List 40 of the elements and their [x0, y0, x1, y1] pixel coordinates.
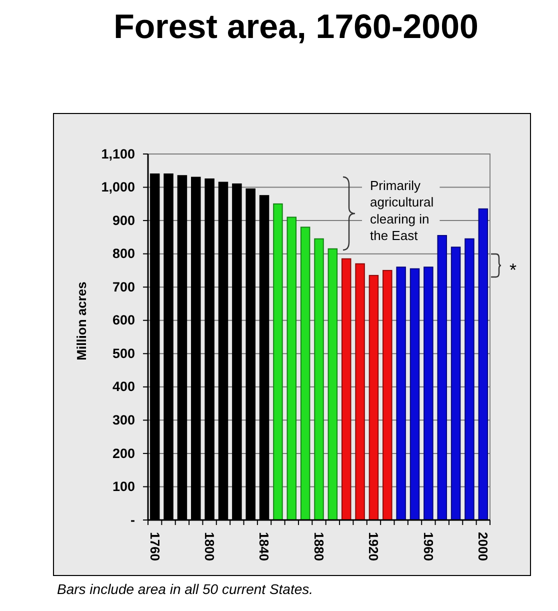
bar [396, 266, 406, 520]
y-tick-label: 1,000 [101, 180, 135, 195]
bar [382, 270, 392, 520]
bar [464, 238, 474, 520]
bar [355, 263, 365, 520]
chart-title: Forest area, 1760-2000 [114, 8, 478, 46]
bar [410, 268, 420, 520]
x-tick-label: 1800 [202, 532, 218, 561]
y-tick-label: 100 [112, 479, 135, 494]
text: * [509, 260, 517, 280]
y-tick-label: 1,100 [101, 146, 135, 162]
y-tick-label: 700 [112, 279, 135, 294]
y-tick-label: - [130, 512, 135, 528]
y-tick-label: 300 [112, 412, 135, 428]
bar [328, 248, 338, 520]
bar [300, 226, 310, 520]
bar [424, 266, 434, 520]
x-tick-label: 1880 [311, 532, 326, 561]
x-tick-label: 1760 [147, 532, 162, 561]
x-tick-label: 1960 [420, 532, 436, 561]
text: Bars include area in all 50 current States. [57, 581, 314, 597]
bar [368, 274, 379, 520]
y-tick-label: 400 [112, 379, 135, 394]
y-tick-label: 900 [112, 212, 135, 228]
y-tick-label: 600 [112, 312, 135, 328]
x-tick-label: 2000 [476, 532, 491, 561]
x-tick-label: 1840 [256, 532, 272, 561]
annotation: Primarily agricultural clearing in the East [370, 178, 434, 244]
y-tick-label: 200 [112, 446, 135, 461]
bar [273, 203, 283, 520]
y-axis-title: Million acres [74, 282, 89, 360]
y-tick-label: 500 [112, 346, 135, 361]
bar [478, 208, 488, 520]
bar [341, 258, 352, 520]
bar [437, 235, 447, 520]
bar [286, 216, 297, 520]
bar [450, 246, 461, 520]
bar [314, 238, 324, 520]
x-tick-label: 1920 [366, 532, 382, 561]
y-tick-label: 800 [112, 246, 135, 262]
